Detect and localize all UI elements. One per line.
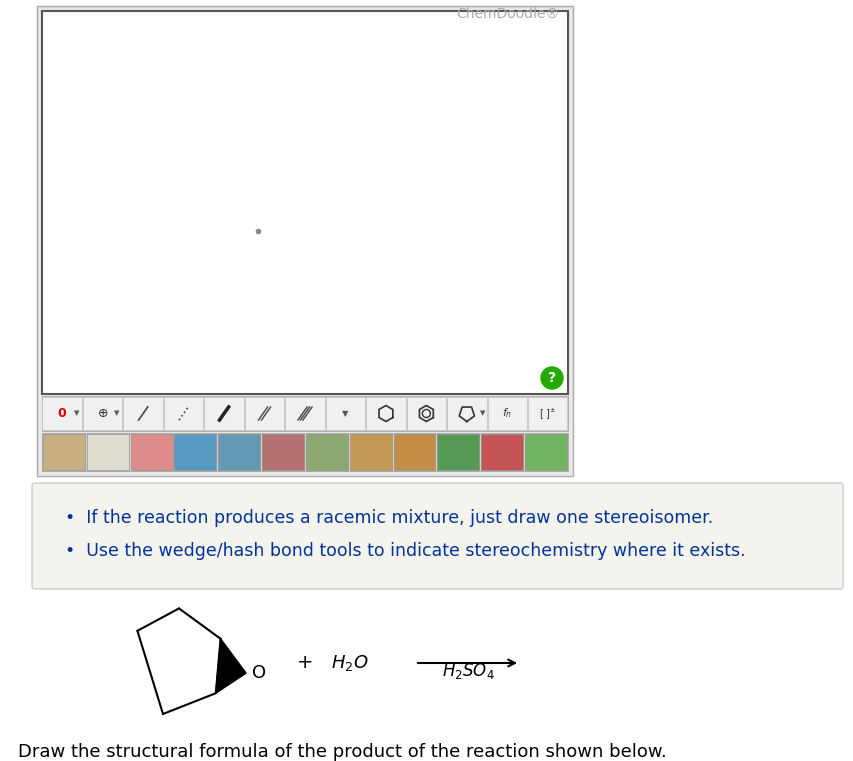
Text: ?: ? — [548, 371, 555, 385]
Bar — [218, 434, 260, 470]
Bar — [437, 434, 479, 470]
Polygon shape — [216, 638, 246, 693]
Bar — [42, 396, 567, 431]
Text: $\mathit{f}_n$: $\mathit{f}_n$ — [502, 406, 512, 420]
Bar — [42, 11, 567, 394]
Bar — [481, 434, 523, 470]
Text: $H_2O$: $H_2O$ — [331, 653, 368, 673]
Bar — [262, 434, 304, 470]
Bar — [204, 397, 243, 430]
Bar — [447, 397, 486, 430]
Text: ⊕: ⊕ — [97, 407, 107, 420]
Bar — [406, 397, 445, 430]
Bar — [350, 434, 392, 470]
Bar — [43, 397, 82, 430]
Text: ChemDoodle®: ChemDoodle® — [456, 7, 560, 21]
Bar — [87, 434, 129, 470]
Bar — [245, 397, 284, 430]
Text: ▼: ▼ — [114, 410, 119, 416]
Bar — [305, 434, 347, 470]
Text: ▼: ▼ — [342, 409, 348, 418]
FancyBboxPatch shape — [32, 483, 842, 589]
Bar — [325, 397, 365, 430]
Text: ▼: ▼ — [73, 410, 79, 416]
Text: •  Use the wedge/hash bond tools to indicate stereochemistry where it exists.: • Use the wedge/hash bond tools to indic… — [65, 542, 745, 560]
Text: Draw the structural formula of the product of the reaction shown below.: Draw the structural formula of the produ… — [18, 743, 666, 761]
Text: 0: 0 — [58, 407, 67, 420]
Bar — [174, 434, 216, 470]
Text: •  If the reaction produces a racemic mixture, just draw one stereoisomer.: • If the reaction produces a racemic mix… — [65, 509, 712, 527]
Bar — [366, 397, 405, 430]
Bar — [43, 434, 84, 470]
Bar — [487, 397, 526, 430]
Circle shape — [540, 367, 562, 389]
Text: O: O — [252, 664, 266, 682]
Bar — [42, 433, 567, 471]
Bar — [124, 397, 163, 430]
Bar — [164, 397, 203, 430]
Text: ▼: ▼ — [479, 410, 485, 416]
Bar — [285, 397, 324, 430]
Text: [ ]$^{\pm}$: [ ]$^{\pm}$ — [538, 406, 556, 421]
Bar — [393, 434, 435, 470]
Bar — [525, 434, 566, 470]
Text: +: + — [296, 654, 313, 673]
Bar — [131, 434, 172, 470]
Bar — [37, 6, 572, 476]
Bar — [83, 397, 122, 430]
Text: $H_2SO_4$: $H_2SO_4$ — [441, 661, 494, 681]
Bar — [527, 397, 567, 430]
